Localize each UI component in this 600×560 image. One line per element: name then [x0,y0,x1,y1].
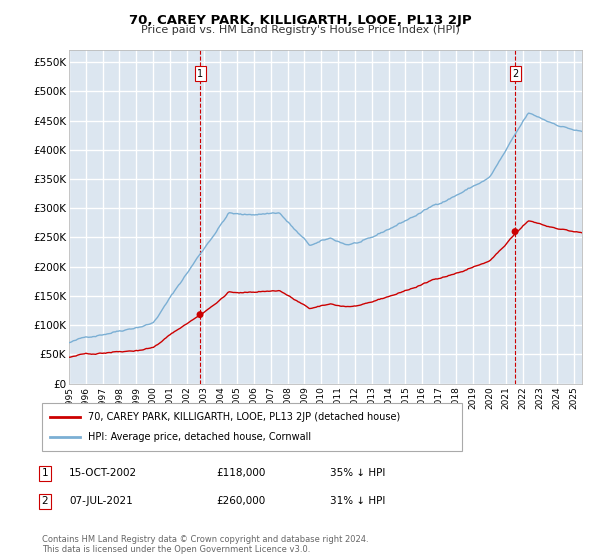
FancyBboxPatch shape [42,403,462,451]
Text: 15-OCT-2002: 15-OCT-2002 [69,468,137,478]
Text: £118,000: £118,000 [216,468,265,478]
Text: £260,000: £260,000 [216,496,265,506]
Text: 07-JUL-2021: 07-JUL-2021 [69,496,133,506]
Point [195,310,205,319]
Text: 70, CAREY PARK, KILLIGARTH, LOOE, PL13 2JP: 70, CAREY PARK, KILLIGARTH, LOOE, PL13 2… [128,14,472,27]
Text: 1: 1 [197,69,203,79]
Text: Price paid vs. HM Land Registry's House Price Index (HPI): Price paid vs. HM Land Registry's House … [140,25,460,35]
Text: 2: 2 [41,496,49,506]
Text: 70, CAREY PARK, KILLIGARTH, LOOE, PL13 2JP (detached house): 70, CAREY PARK, KILLIGARTH, LOOE, PL13 2… [88,412,400,422]
Point [510,227,520,236]
Text: 35% ↓ HPI: 35% ↓ HPI [330,468,385,478]
Text: 31% ↓ HPI: 31% ↓ HPI [330,496,385,506]
Text: HPI: Average price, detached house, Cornwall: HPI: Average price, detached house, Corn… [88,432,311,442]
Text: 1: 1 [41,468,49,478]
Text: 2: 2 [512,69,518,79]
Text: Contains HM Land Registry data © Crown copyright and database right 2024.
This d: Contains HM Land Registry data © Crown c… [42,535,368,554]
